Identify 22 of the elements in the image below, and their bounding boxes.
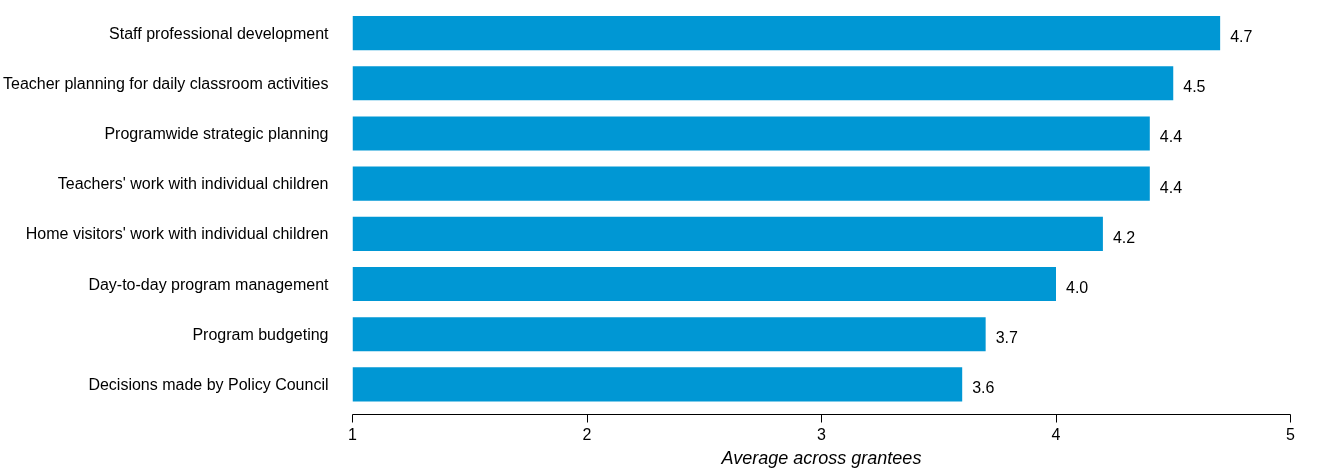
y-tick-label: Decisions made by Policy Council (88, 375, 329, 393)
x-tick-label: 4 (1051, 425, 1061, 443)
data-label: 4.0 (1066, 279, 1089, 297)
x-tick-label: 2 (582, 425, 592, 443)
y-tick-label: Teacher planning for daily classroom activities (3, 74, 329, 92)
data-label: 4.7 (1230, 28, 1253, 46)
y-tick-label: Home visitors' work with individual children (25, 225, 329, 243)
data-label: 4.5 (1183, 78, 1206, 96)
data-label: 3.7 (995, 329, 1018, 347)
x-tick-label: 3 (817, 425, 827, 443)
data-label: 4.2 (1112, 228, 1136, 246)
data-label: 4.4 (1159, 128, 1183, 146)
y-tick-label: Teachers' work with individual children (57, 175, 329, 193)
y-tick-label: Staff professional development (109, 24, 330, 42)
data-label: 4.4 (1159, 178, 1183, 196)
y-tick-label: Programwide strategic planning (104, 124, 329, 142)
y-tick-label: Program budgeting (192, 325, 329, 343)
y-tick-label: Day-to-day program management (88, 275, 330, 293)
x-tick-label: 1 (348, 425, 358, 443)
data-label: 3.6 (972, 379, 995, 397)
x-axis-title: Average across grantees (720, 447, 922, 468)
x-tick-label: 5 (1286, 425, 1296, 443)
